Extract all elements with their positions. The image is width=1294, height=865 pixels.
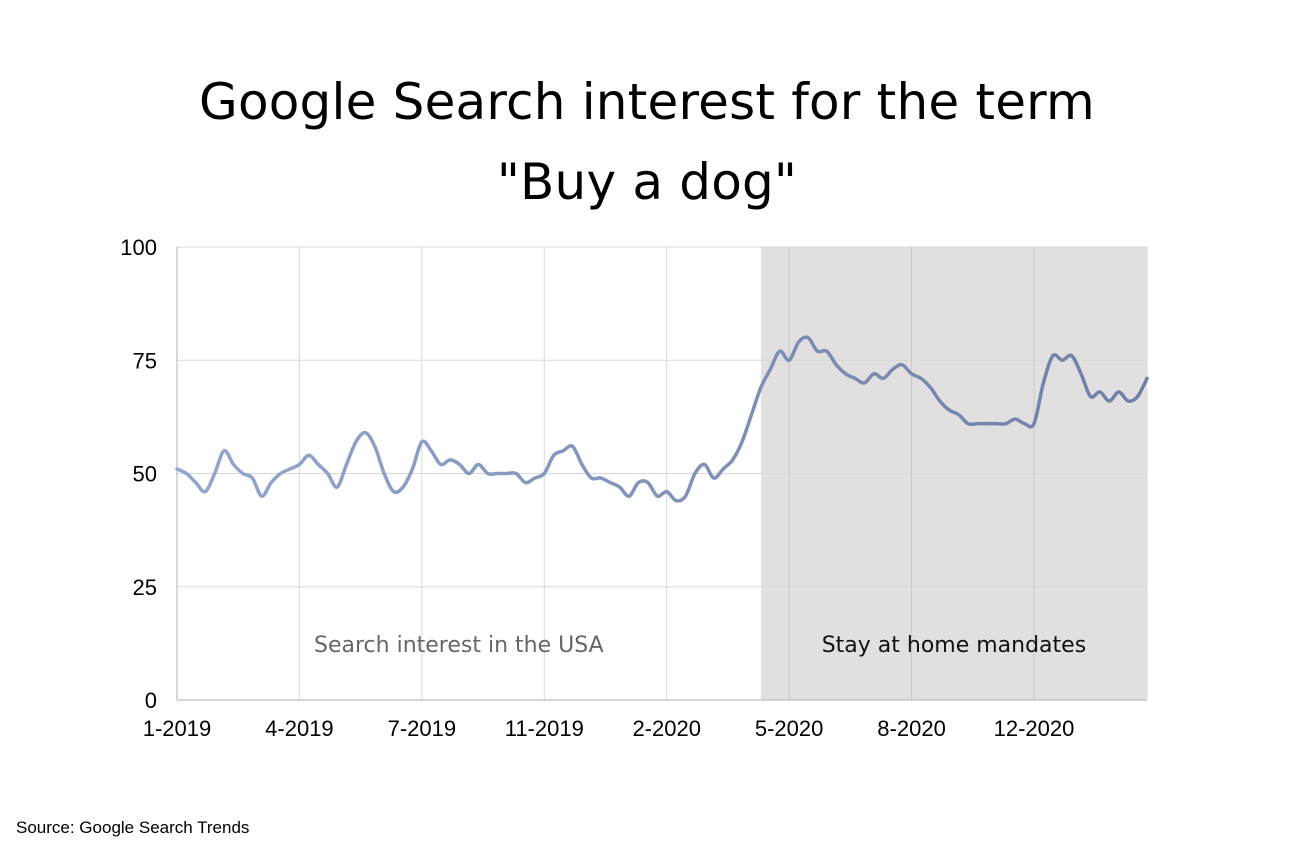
legend-label: Search interest in the USA xyxy=(314,633,604,658)
y-tick-label: 25 xyxy=(133,575,157,600)
series-layer xyxy=(175,335,1149,503)
x-tick-label: 2-2020 xyxy=(632,716,701,741)
chart-title-line-1: Google Search interest for the term xyxy=(199,73,1095,131)
x-tick-label: 12-2020 xyxy=(994,716,1075,741)
chart-title-line-2: "Buy a dog" xyxy=(496,153,798,211)
y-tick-label: 50 xyxy=(133,462,157,487)
legend: Search interest in the USA xyxy=(278,633,604,658)
x-tick-label: 5-2020 xyxy=(755,716,824,741)
grid-layer xyxy=(177,246,1148,700)
x-tick-label: 11-2019 xyxy=(505,716,584,741)
x-tick-label: 7-2019 xyxy=(388,716,457,741)
x-tick-label: 8-2020 xyxy=(877,716,946,741)
y-tick-label: 100 xyxy=(120,235,157,260)
y-tick-label: 0 xyxy=(145,688,157,713)
label-layer: 0 25 50 75 100 1-2019 4-2019 7-2019 11-2019 2-202… xyxy=(120,235,1074,741)
series-line xyxy=(175,335,1149,503)
chart-title: Google Search interest for the term "Buy… xyxy=(0,62,1294,222)
y-tick-label: 75 xyxy=(133,348,157,373)
x-tick-label: 1-2019 xyxy=(143,716,212,741)
axis-layer xyxy=(176,247,1147,701)
shaded-region-label: Stay at home mandates xyxy=(822,633,1086,658)
source-note: Source: Google Search Trends xyxy=(16,818,250,837)
x-tick-label: 4-2019 xyxy=(265,716,334,741)
